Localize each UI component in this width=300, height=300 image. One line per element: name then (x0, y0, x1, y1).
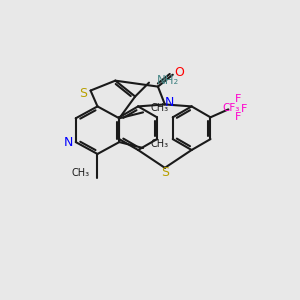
Text: F: F (235, 112, 242, 122)
Text: N: N (64, 136, 74, 148)
Text: N: N (165, 96, 175, 109)
Text: NH₂: NH₂ (157, 74, 179, 87)
Text: O: O (174, 66, 184, 79)
Text: CH₃: CH₃ (151, 103, 169, 113)
Text: CH₃: CH₃ (71, 168, 90, 178)
Text: CF₃: CF₃ (223, 103, 240, 113)
Text: S: S (80, 87, 88, 100)
Text: F: F (241, 104, 247, 114)
Text: S: S (161, 166, 169, 179)
Text: CH₃: CH₃ (151, 139, 169, 149)
Text: F: F (235, 94, 242, 104)
